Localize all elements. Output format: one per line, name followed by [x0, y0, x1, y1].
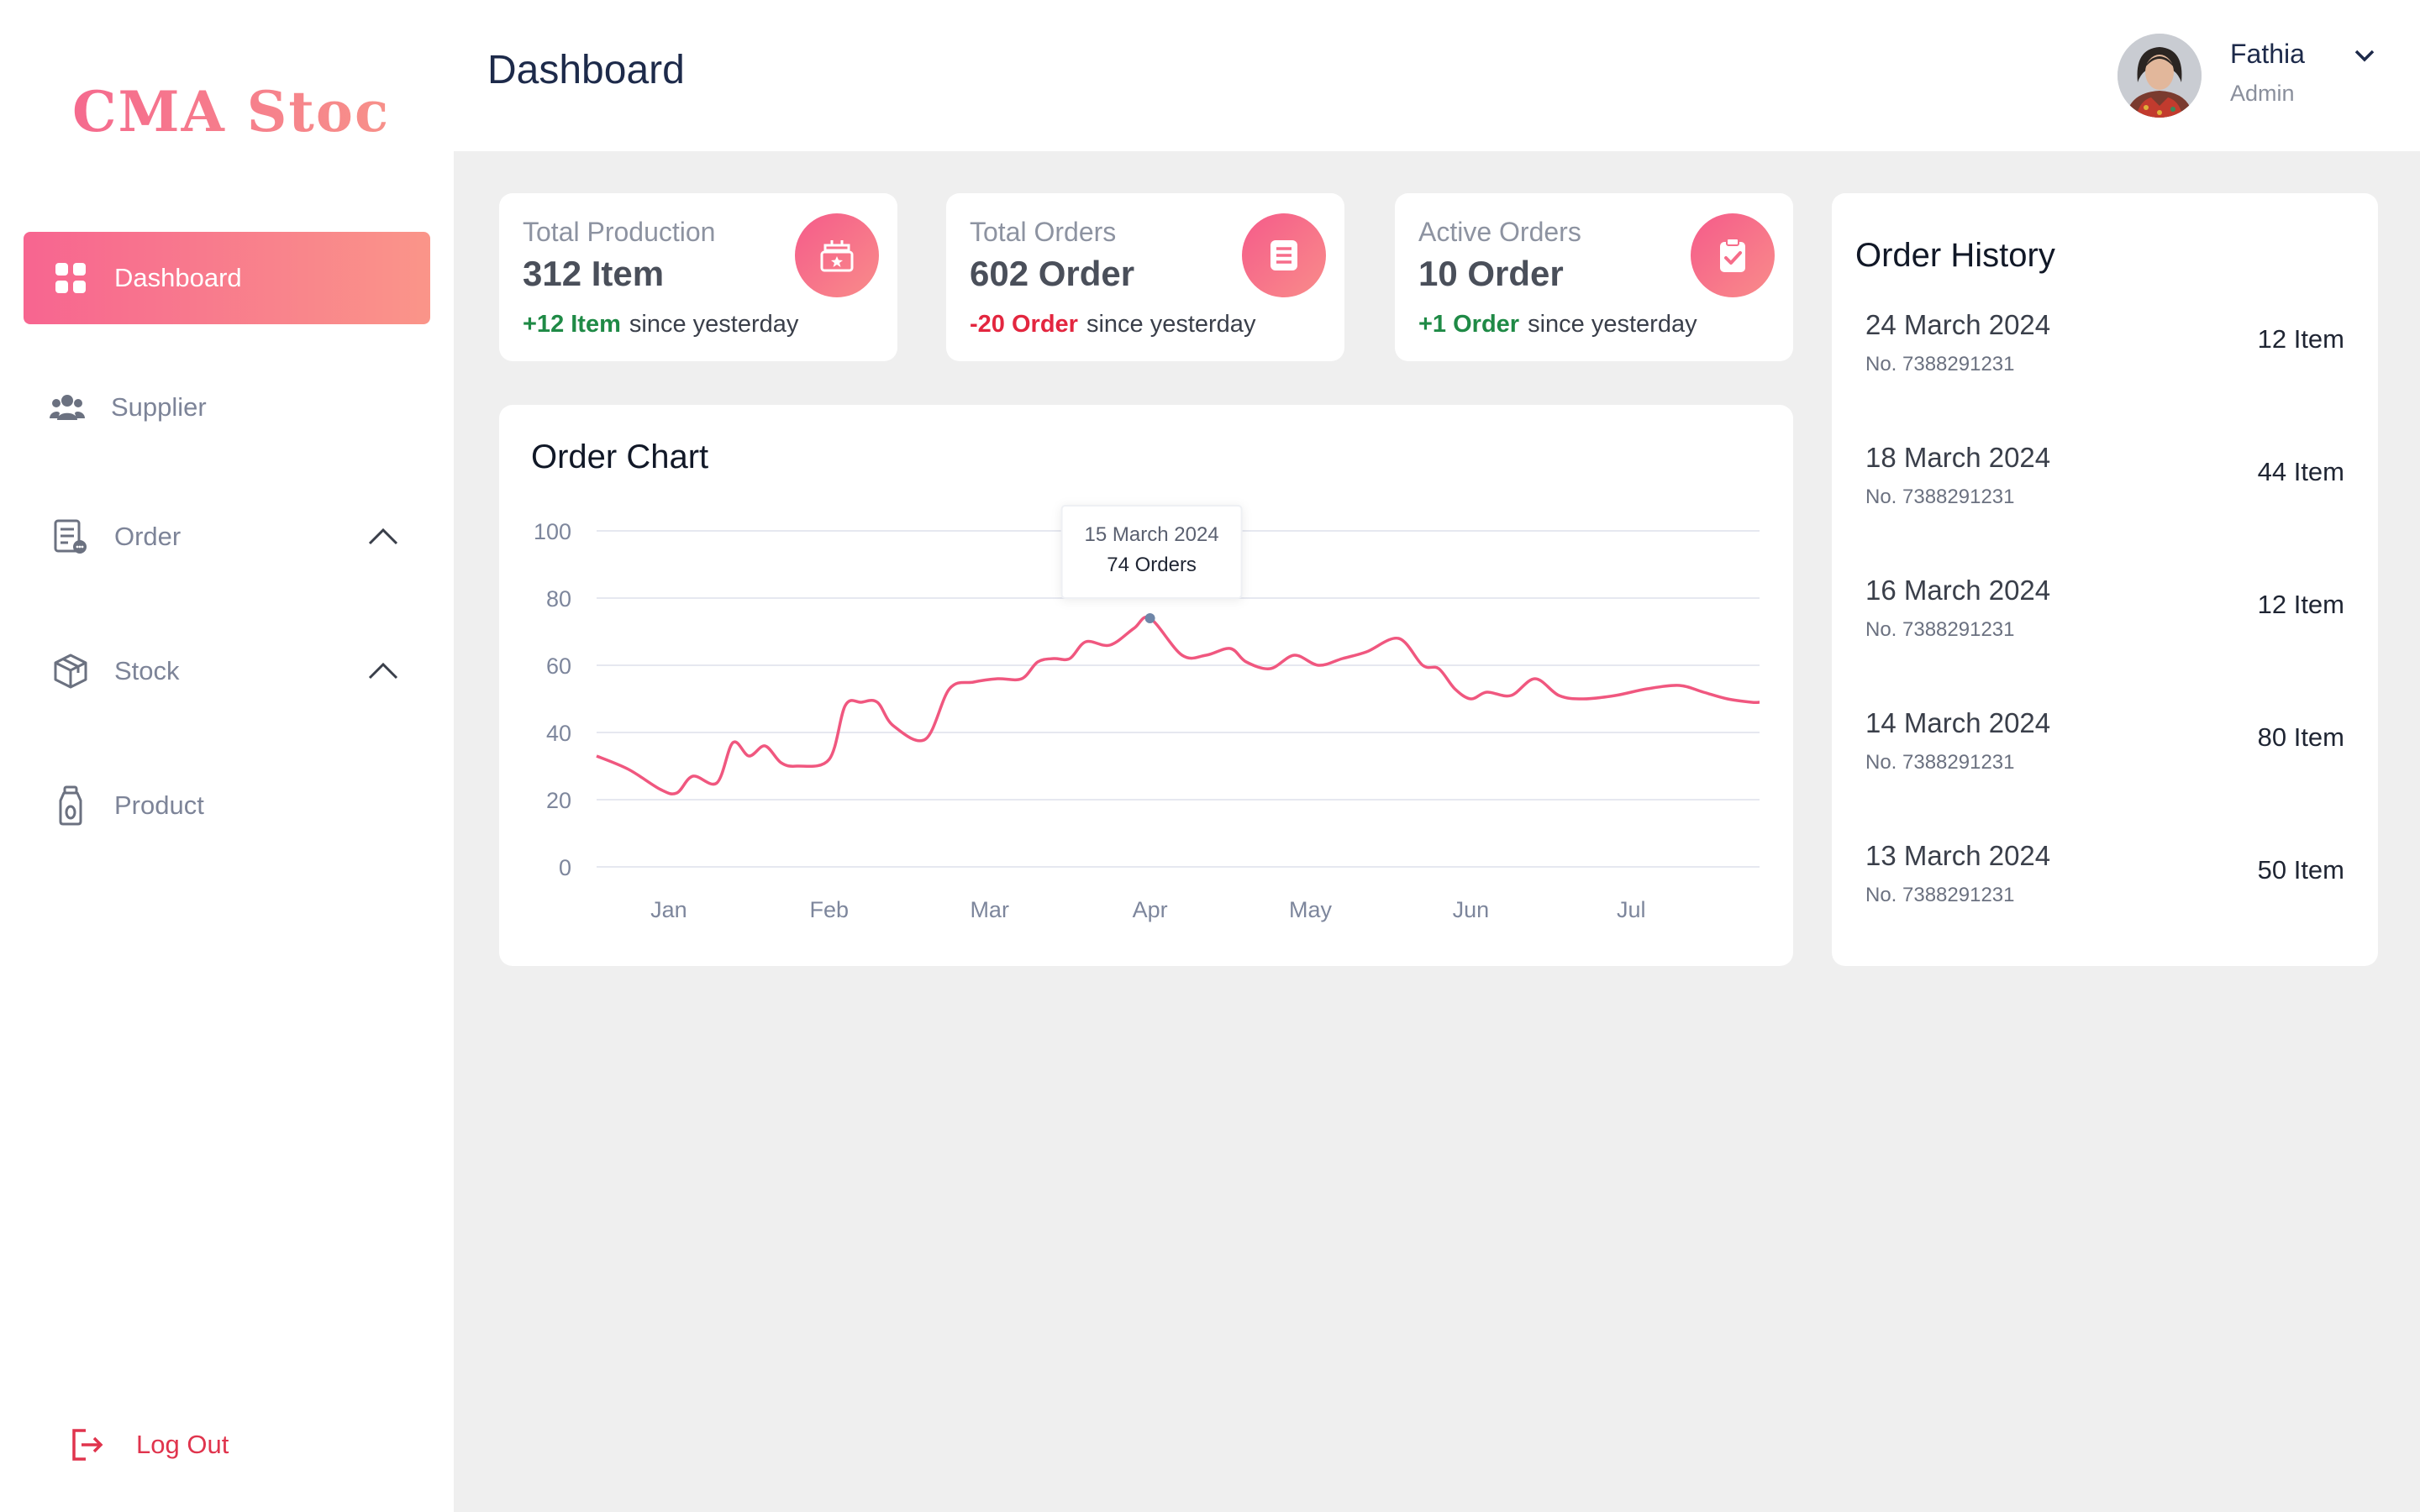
stat-value: 602 Order	[970, 254, 1135, 293]
stat-change: -20 Order since yesterday	[970, 311, 1255, 339]
stat-card-active-orders: Active Orders 10 Order +1 Order since yes…	[1395, 193, 1793, 361]
logout-button[interactable]: Log Out	[69, 1420, 229, 1470]
history-row[interactable]: 14 March 2024 No. 7388291231 80 Item	[1865, 707, 2353, 800]
history-row[interactable]: 13 March 2024 No. 7388291231 50 Item	[1865, 840, 2353, 932]
history-order-number: No. 7388291231	[1865, 751, 2015, 774]
stat-change: +12 Item since yesterday	[523, 311, 798, 339]
box-icon	[52, 653, 89, 690]
highlight-point	[1144, 613, 1155, 623]
page-title: Dashboard	[487, 48, 685, 92]
stat-delta-suffix: since yesterday	[1528, 311, 1697, 338]
history-row[interactable]: 16 March 2024 No. 7388291231 12 Item	[1865, 575, 2353, 667]
stat-delta: +12 Item	[523, 311, 621, 338]
grid-icon	[52, 260, 89, 297]
avatar[interactable]	[2118, 34, 2202, 118]
stat-delta-suffix: since yesterday	[1086, 311, 1256, 338]
order-chart[interactable]: 0 20 40 60 80 100 Jan Feb Mar Apr May Jun Jul 15 Marc…	[499, 405, 1793, 966]
y-tick-label: 20	[546, 788, 571, 813]
order-chart-card: Order Chart 0 20 40 60 80 100 Jan Feb Mar Apr May J…	[499, 405, 1793, 966]
history-title: Order History	[1855, 237, 2055, 274]
x-tick-label: Jan	[650, 897, 687, 922]
sidebar-item-label: Dashboard	[114, 263, 242, 292]
history-date: 14 March 2024	[1865, 707, 2051, 738]
history-order-number: No. 7388291231	[1865, 353, 2015, 375]
x-tick-label: Mar	[970, 897, 1009, 922]
y-tick-label: 100	[534, 519, 571, 544]
stat-card-total-production: Total Production 312 Item +12 Item since …	[499, 193, 897, 361]
series-line	[596, 616, 1760, 795]
sidebar-item-label: Supplier	[111, 392, 207, 422]
logo: CMA Stock	[72, 74, 429, 150]
history-item-count: 12 Item	[2257, 324, 2344, 354]
stat-value: 10 Order	[1418, 254, 1564, 293]
production-box-icon	[795, 213, 879, 297]
order-history-card: Order History 24 March 2024 No. 73882912…	[1832, 193, 2378, 966]
chevron-down-icon[interactable]	[2349, 40, 2380, 71]
history-date: 16 March 2024	[1865, 575, 2051, 606]
x-tick-label: Feb	[810, 897, 850, 922]
x-tick-label: Apr	[1133, 897, 1168, 922]
clipboard-check-icon	[1691, 213, 1775, 297]
y-tick-label: 60	[546, 654, 571, 679]
user-role: Admin	[2230, 81, 2295, 106]
stat-change: +1 Order since yesterday	[1418, 311, 1697, 339]
sidebar-item-stock[interactable]: Stock	[24, 625, 430, 717]
history-item-count: 80 Item	[2257, 722, 2344, 752]
y-tick-label: 40	[546, 721, 571, 746]
history-date: 24 March 2024	[1865, 309, 2051, 340]
users-icon	[49, 389, 86, 426]
history-item-count: 44 Item	[2257, 457, 2344, 486]
tooltip-value: 74 Orders	[1107, 554, 1197, 576]
history-item-count: 50 Item	[2257, 855, 2344, 885]
tooltip-box	[1060, 505, 1243, 599]
history-row[interactable]: 18 March 2024 No. 7388291231 44 Item	[1865, 442, 2353, 534]
stat-title: Total Production	[523, 217, 716, 247]
history-row[interactable]: 24 March 2024 No. 7388291231 12 Item	[1865, 309, 2353, 402]
sidebar-item-label: Order	[114, 522, 182, 551]
order-document-icon	[52, 518, 89, 555]
y-tick-label: 80	[546, 586, 571, 612]
logout-label: Log Out	[136, 1430, 229, 1459]
user-name: Fathia	[2230, 39, 2305, 69]
stat-delta: +1 Order	[1418, 311, 1520, 338]
stat-title: Active Orders	[1418, 217, 1581, 247]
history-date: 13 March 2024	[1865, 840, 2051, 871]
history-order-number: No. 7388291231	[1865, 884, 2015, 906]
stat-delta: -20 Order	[970, 311, 1078, 338]
sidebar-item-order[interactable]: Order	[24, 491, 430, 583]
x-tick-label: Jun	[1453, 897, 1490, 922]
sidebar-item-label: Product	[114, 790, 204, 820]
stat-title: Total Orders	[970, 217, 1117, 247]
stat-delta-suffix: since yesterday	[629, 311, 799, 338]
sidebar-item-dashboard[interactable]: Dashboard	[24, 232, 430, 324]
chevron-up-icon[interactable]	[365, 518, 402, 555]
document-list-icon	[1242, 213, 1326, 297]
history-order-number: No. 7388291231	[1865, 618, 2015, 641]
y-tick-label: 0	[559, 855, 571, 880]
chart-title: Order Chart	[531, 438, 709, 475]
x-tick-label: Jul	[1617, 897, 1646, 922]
stat-card-total-orders: Total Orders 602 Order -20 Order since ye…	[946, 193, 1344, 361]
sidebar-item-supplier[interactable]: Supplier	[24, 361, 430, 454]
x-tick-label: May	[1289, 897, 1333, 922]
sidebar-item-label: Stock	[114, 656, 180, 685]
sidebar: CMA Stock Dashboard Supplier Order	[0, 0, 454, 1512]
tooltip-date: 15 March 2024	[1085, 523, 1219, 546]
logout-icon	[69, 1426, 106, 1463]
history-item-count: 12 Item	[2257, 590, 2344, 619]
bottle-icon	[52, 785, 89, 826]
stat-value: 312 Item	[523, 254, 665, 293]
chevron-up-icon[interactable]	[365, 653, 402, 690]
history-order-number: No. 7388291231	[1865, 486, 2015, 508]
history-date: 18 March 2024	[1865, 442, 2051, 473]
sidebar-item-product[interactable]: Product	[24, 759, 430, 852]
top-header: Dashboard Fathia Admin	[454, 0, 2420, 151]
